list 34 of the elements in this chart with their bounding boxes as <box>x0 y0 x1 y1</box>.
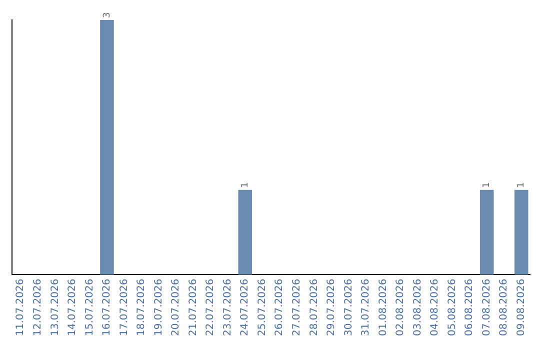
x-tick-label: 17.07.2026 <box>118 278 130 336</box>
x-tick-label: 19.07.2026 <box>153 278 164 336</box>
x-tick-label: 31.07.2026 <box>360 278 372 336</box>
x-tick-label: 11.07.2026 <box>15 278 26 336</box>
x-tick-label: 26.07.2026 <box>274 278 286 336</box>
x-tick-label: 25.07.2026 <box>256 278 268 336</box>
x-tick-label: 06.08.2026 <box>464 278 476 336</box>
x-tick-label: 27.07.2026 <box>291 278 302 336</box>
x-tick-label: 18.07.2026 <box>136 278 148 336</box>
x-tick-label: 22.07.2026 <box>205 278 216 336</box>
x-tick-label: 04.08.2026 <box>430 278 441 336</box>
x-tick-label: 15.07.2026 <box>84 278 96 336</box>
x-tick-label: 07.08.2026 <box>481 278 492 336</box>
x-tick-label: 09.08.2026 <box>516 278 527 336</box>
x-tick-label: 05.08.2026 <box>446 278 458 336</box>
data-label: 1 <box>516 182 527 188</box>
data-label: 1 <box>240 182 250 188</box>
x-tick-label: 12.07.2026 <box>32 278 44 336</box>
x-tick-label: 28.07.2026 <box>308 278 320 336</box>
x-tick-label: 21.07.2026 <box>188 278 199 336</box>
x-tick-label: 08.08.2026 <box>498 278 510 336</box>
x-tick-label: 13.07.2026 <box>50 278 61 336</box>
data-label: 3 <box>102 12 112 18</box>
x-tick-label: 14.07.2026 <box>67 278 78 336</box>
x-tick-label: 29.07.2026 <box>326 278 338 336</box>
x-tick-label: 01.08.2026 <box>378 278 389 336</box>
x-tick-label: 03.08.2026 <box>412 278 424 336</box>
x-tick-label: 16.07.2026 <box>102 278 113 336</box>
x-tick-label: 30.07.2026 <box>343 278 354 336</box>
x-tick-label: 20.07.2026 <box>170 278 182 336</box>
x-tick-label: 24.07.2026 <box>240 278 251 336</box>
x-tick-label: 02.08.2026 <box>395 278 406 336</box>
x-tick-label: 23.07.2026 <box>222 278 234 336</box>
data-label: 1 <box>482 182 492 188</box>
